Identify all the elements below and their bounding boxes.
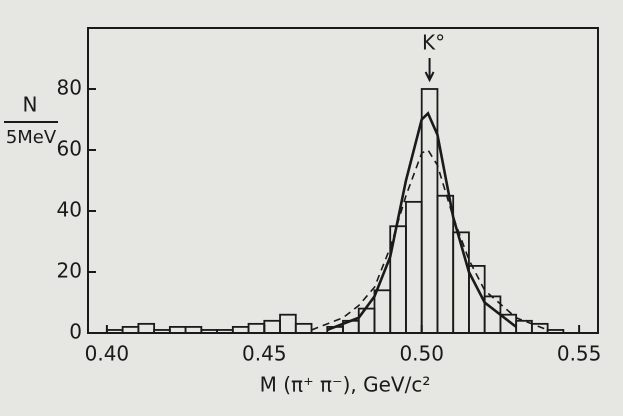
histogram-bar [405,200,423,334]
annotation-arrow [424,58,435,83]
fit-curve [326,111,517,332]
histogram-bar [279,313,297,334]
x-tick-label: 0.55 [557,342,602,366]
y-tick-label: 60 [57,137,82,161]
x-tick-label: 0.40 [85,342,130,366]
y-tick-label: 0 [69,320,82,344]
y-label-numerator: N [23,93,38,117]
histogram-bar [357,307,376,334]
x-tick-label: 0.45 [242,342,287,366]
histogram-bar [546,329,565,334]
histogram-bar [294,322,313,334]
histogram-bar [420,88,439,334]
annotation: K° [422,31,445,55]
histogram-bar [105,329,124,334]
fit-curve-dashed [311,148,548,331]
plot-frame [87,27,599,334]
y-label-denominator: 5MeV [6,127,57,148]
x-label: M (π⁺ π⁻), GeV/c² [260,373,431,397]
y-tick-label: 40 [57,198,82,222]
histogram-bar [216,329,234,334]
y-tick-label: 80 [57,76,82,100]
histogram-bar [247,322,266,334]
histogram-bar [137,322,156,334]
x-tick-label: 0.50 [399,342,444,366]
histogram-bar [530,322,549,334]
y-tick-label: 20 [57,259,82,283]
histogram-bar [153,329,171,334]
histogram-bar [373,289,392,334]
histogram-bar [436,194,455,334]
histogram-bar [263,319,281,334]
histogram-bar [200,329,218,334]
